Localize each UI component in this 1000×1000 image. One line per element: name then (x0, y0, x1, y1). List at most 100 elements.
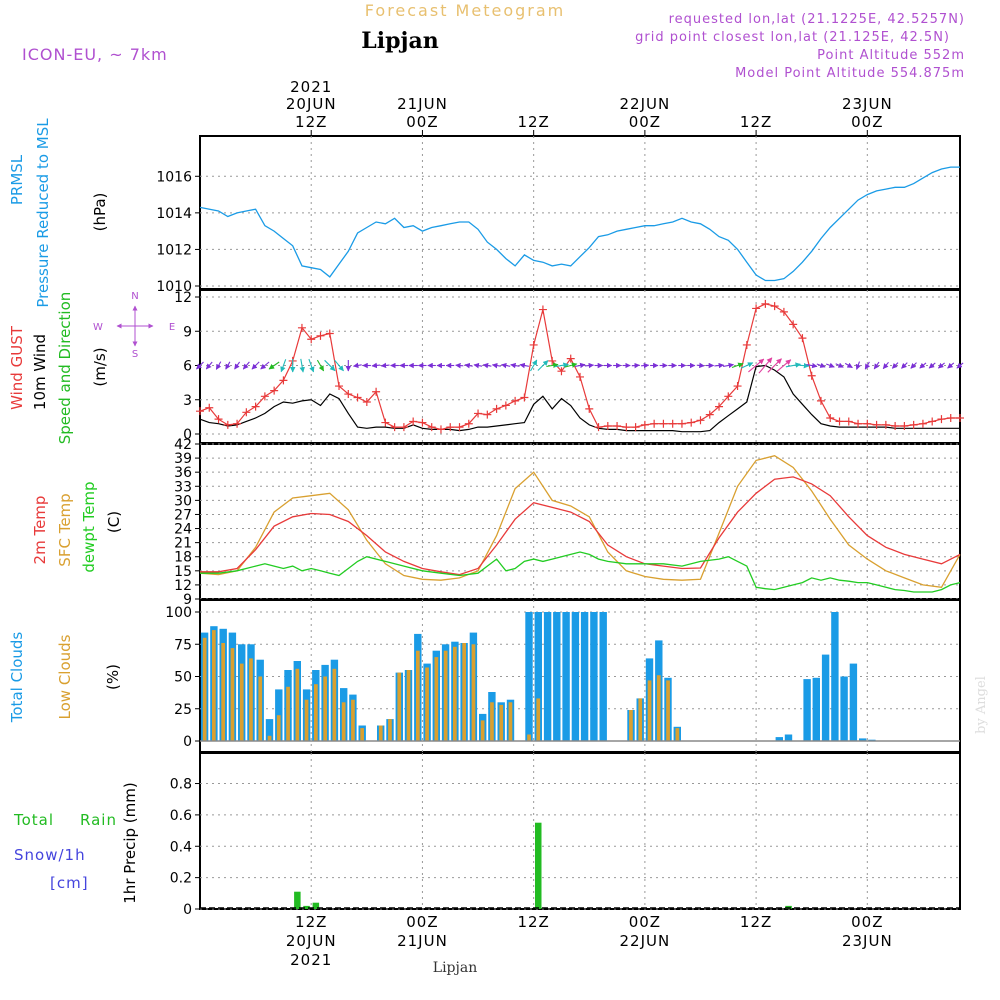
wind-gust-point (511, 396, 520, 405)
low-cloud-bar (221, 643, 225, 741)
low-cloud-bar (406, 670, 411, 741)
model-label: ICON-EU, ~ 7km (22, 45, 168, 64)
total-cloud-bar (265, 719, 274, 741)
total-cloud-bar (821, 654, 830, 741)
wind-direction-arrow (242, 361, 250, 370)
wind-gust-point (455, 423, 464, 432)
precip-unit: 1hr Precip (mm) (121, 782, 139, 903)
total-cloud-bar (534, 612, 542, 741)
total-cloud-bar (543, 612, 552, 741)
wind-gust-point (372, 387, 381, 396)
precip-panel: 0 0.2 0.4 0.6 0.8 (170, 752, 961, 918)
wind-gust-point (520, 393, 529, 402)
wind-direction-arrow (473, 362, 483, 369)
wind-direction-arrow (482, 362, 492, 369)
wind-direction-arrow (835, 362, 844, 368)
wind-gust-point (816, 396, 825, 405)
wind-gust-point (344, 390, 353, 399)
wind-direction-arrow (546, 362, 559, 369)
wind-gust-point (362, 398, 371, 407)
compass-s: S (132, 349, 138, 360)
low-cloud-bar (360, 728, 364, 741)
pressure-line (199, 166, 960, 282)
side-labels: PRMSL Pressure Reduced to MSL (hPa) Wind GU… (8, 118, 139, 904)
total-cloud-bar (553, 612, 561, 741)
top-hour-label: 12Z (517, 113, 549, 131)
wind-direction-arrow (316, 359, 325, 372)
precip-ytick-label: 0.8 (170, 777, 192, 793)
temp-label-3: dewpt Temp (80, 481, 98, 572)
wind-ytick-label: 9 (183, 324, 192, 340)
clouds-unit: (%) (104, 664, 122, 690)
t2m-line (200, 476, 961, 576)
temp-ytick-label: 33 (174, 479, 192, 495)
wind-gust-point (779, 307, 788, 316)
wind-gust-point (464, 419, 473, 428)
wind-direction-arrow (491, 362, 501, 369)
low-cloud-bar (202, 637, 207, 741)
total-cloud-bar (831, 612, 839, 741)
wind-gust-point (474, 409, 483, 418)
wind-gust-point (316, 331, 325, 340)
clouds-ytick-label: 0 (183, 734, 192, 750)
wind-gust-point (603, 422, 612, 431)
wind-gust-point (918, 419, 927, 428)
wind-direction-arrow (891, 362, 899, 369)
total-cloud-bar (849, 663, 858, 741)
low-cloud-bar (239, 663, 244, 741)
bottom-hour-label: 00Z (629, 913, 661, 931)
wind-direction-arrow (714, 362, 725, 369)
bottom-hour-label: 00Z (406, 913, 438, 931)
wind-gust-point (418, 418, 427, 427)
pressure-label-1: PRMSL (8, 154, 26, 205)
wind-gust-point (594, 423, 603, 432)
model-altitude: Model Point Altitude 554.875m (735, 66, 965, 81)
wind-gust-point (270, 386, 279, 395)
low-cloud-bar (332, 668, 337, 741)
low-cloud-bar (378, 725, 383, 741)
precip-ytick-label: 0.6 (170, 808, 192, 824)
precip-label-cm: [cm] (50, 874, 89, 892)
wind-gust-point (399, 423, 408, 432)
wind-gust-point (233, 419, 242, 428)
wind-gust-point (687, 418, 696, 427)
temp-ytick-label: 12 (174, 578, 192, 594)
wind-direction-arrow (937, 362, 945, 369)
wind-gust-point (196, 407, 204, 416)
total-cloud-bar (840, 676, 848, 741)
wind-direction-arrow (280, 359, 287, 373)
wind-direction-arrow (844, 362, 853, 369)
temp-frame (199, 443, 961, 600)
temp-ytick-label: 24 (174, 522, 192, 538)
wind-label-3: Speed and Direction (56, 292, 74, 445)
precip-ytick-label: 0.4 (170, 839, 192, 855)
clouds-panel: 0 25 50 75 100 (165, 599, 961, 753)
low-cloud-bar (471, 644, 476, 742)
wind-gust-point (863, 419, 872, 428)
top-hour-label: 00Z (851, 113, 883, 131)
bottom-hour-label: 12Z (740, 913, 772, 931)
low-cloud-bar (416, 650, 420, 741)
temp-ytick-label: 27 (174, 507, 192, 523)
total-cloud-bar (580, 612, 589, 741)
total-cloud-bar (784, 734, 793, 741)
wind-direction-arrow (574, 362, 586, 369)
credit-label: by Angel (974, 676, 989, 734)
low-cloud-bar (351, 699, 355, 741)
wind-direction-arrow (748, 358, 765, 373)
bottom-day-label: 23JUN (842, 932, 893, 950)
low-cloud-bar (212, 630, 216, 741)
precip-ytick-label: 0 (183, 902, 192, 918)
wind-gust-point (835, 417, 844, 426)
wind-gust-point (770, 302, 779, 311)
bottom-year-label: 2021 (290, 951, 332, 969)
wind-direction-arrow (928, 362, 936, 369)
wind-gust-point (900, 422, 909, 431)
bottom-day-label: 22JUN (620, 932, 671, 950)
temp-ytick-label: 21 (174, 536, 192, 552)
low-cloud-bar (666, 680, 670, 741)
wind-direction-arrow (215, 361, 222, 370)
wind-direction-arrow (371, 362, 381, 369)
low-cloud-bar (656, 675, 661, 741)
